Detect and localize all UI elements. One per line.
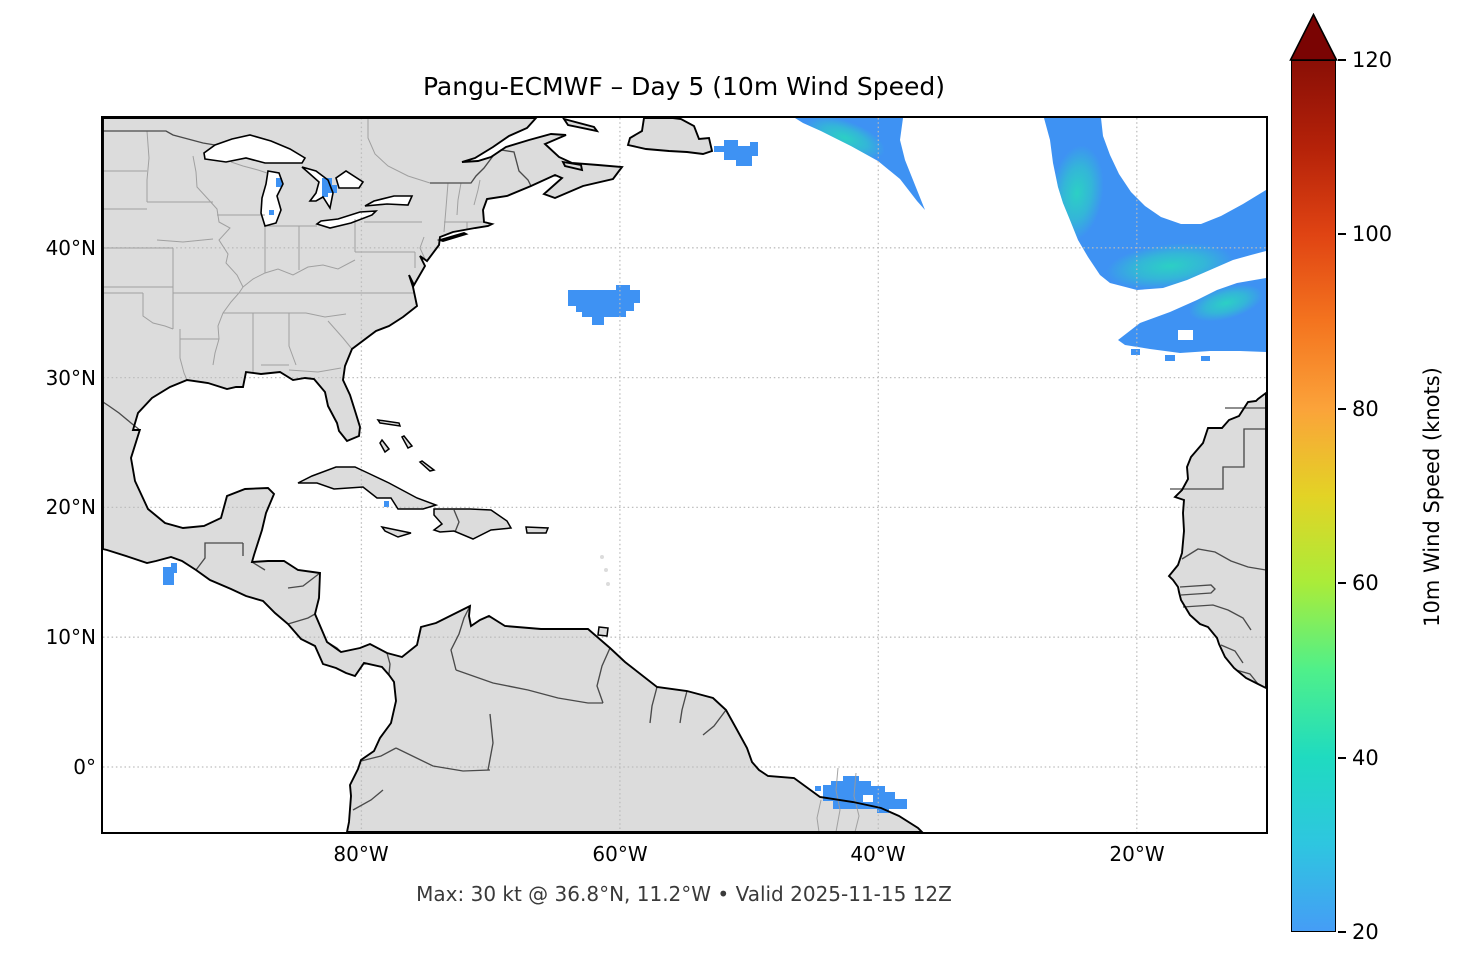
colorbar-tick-60 [1338,582,1346,584]
y-tick-label-30n: 30°N [45,366,96,390]
gridlines [103,118,1266,832]
x-tick-label-80w: 80°W [333,842,389,866]
x-tick-label-40w: 40°W [850,842,906,866]
map-frame [101,116,1268,834]
colorbar-tick-100 [1338,233,1346,235]
wind-patch-brazil [823,776,907,813]
y-tick-label-20n: 20°N [45,495,96,519]
colorbar-tick-80 [1338,408,1346,410]
colorbar-tick-label-80: 80 [1352,397,1379,421]
colorbar-extend-arrow [1289,13,1338,61]
x-tick-label-20w: 20°W [1109,842,1165,866]
map-canvas [103,118,1266,832]
state-borders-layer [103,118,860,832]
y-tick-label-10n: 10°N [45,625,96,649]
colorbar-axis-label: 10m Wind Speed (knots) [1420,367,1444,627]
colorbar-tick-label-20: 20 [1352,920,1379,944]
figure-subtitle: Max: 30 kt @ 36.8°N, 11.2°W • Valid 2025… [416,882,952,906]
wind-patch-cuba [384,501,389,507]
colorbar-gradient [1292,61,1335,931]
y-tick-label-0: 0° [73,755,96,779]
wind-patch-crescent [795,118,925,210]
wind-patch-newfoundland [714,140,758,166]
wind-core-highlights [805,118,1263,322]
country-borders-layer [103,130,1266,811]
colorbar-tick-label-60: 60 [1352,571,1379,595]
x-tick-label-60w: 60°W [592,842,648,866]
colorbar-tick-120 [1338,59,1346,61]
colorbar [1291,60,1336,932]
wind-patch-mid-atlantic [568,285,640,325]
figure-title: Pangu-ECMWF – Day 5 (10m Wind Speed) [422,72,946,101]
colorbar-tick-label-100: 100 [1352,222,1393,246]
colorbar-tick-20 [1338,931,1346,933]
colorbar-arrow-shape [1289,13,1338,61]
colorbar-tick-label-40: 40 [1352,746,1379,770]
colorbar-tick-label-120: 120 [1352,48,1393,72]
wind-patch-tehuantepec [163,563,177,585]
y-tick-label-40n: 40°N [45,236,96,260]
colorbar-tick-40 [1338,757,1346,759]
